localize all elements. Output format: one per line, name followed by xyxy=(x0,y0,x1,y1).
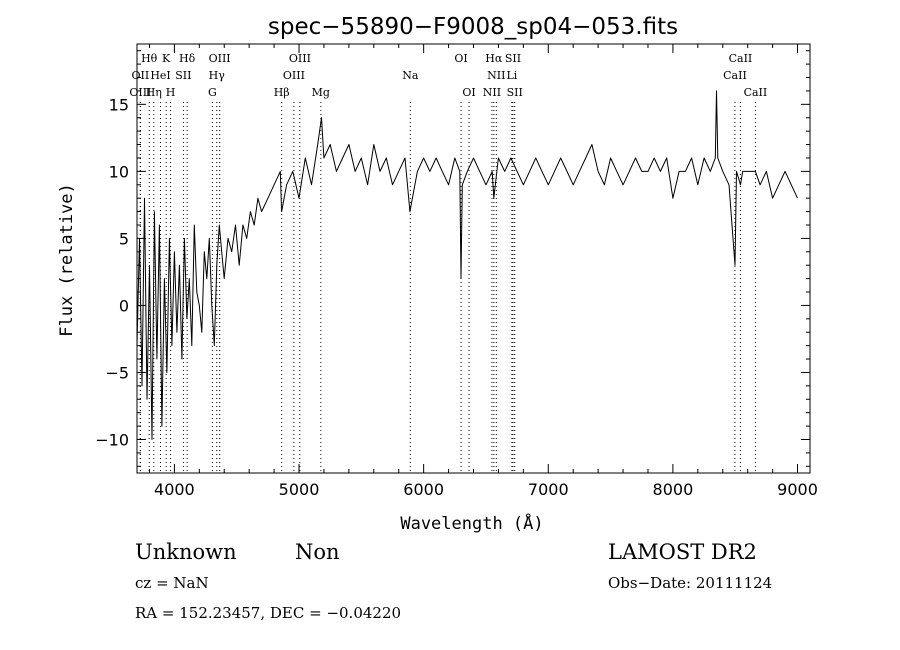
y-axis-ticks: −10 −5 0 5 10 15 xyxy=(95,50,810,467)
spectral-line-label: CaII xyxy=(744,86,768,99)
x-tick-label: 9000 xyxy=(777,480,818,499)
survey-label: LAMOST DR2 xyxy=(608,540,757,564)
x-axis-label: Wavelength (Å) xyxy=(400,512,543,534)
spectral-line-label: Hβ xyxy=(274,86,290,99)
y-tick-label: 10 xyxy=(109,162,129,181)
spectral-line-label: NII xyxy=(487,69,505,82)
spectral-line-label: K xyxy=(162,52,171,65)
spectral-line-label: Mg xyxy=(312,86,330,99)
plot-frame xyxy=(136,43,811,474)
spectral-line-markers xyxy=(139,102,756,473)
subclass-label: Non xyxy=(295,540,340,564)
spectrum-line xyxy=(136,90,798,440)
spectral-line-label: OI xyxy=(454,52,467,65)
y-tick-label: 0 xyxy=(119,296,129,315)
spectral-line-label: OI xyxy=(462,86,475,99)
spectral-line-label: Li xyxy=(506,69,517,82)
x-axis-ticks: 4000 5000 6000 7000 8000 9000 xyxy=(148,44,818,499)
x-tick-label: 8000 xyxy=(653,480,694,499)
y-tick-label: −5 xyxy=(105,363,129,382)
spectral-line-label: H xyxy=(166,86,176,99)
coordinates-label: RA = 152.23457, DEC = −0.04220 xyxy=(135,604,402,622)
spectral-line-label: OIII xyxy=(283,69,305,82)
spectral-line-label: G xyxy=(208,86,217,99)
x-tick-label: 4000 xyxy=(154,480,195,499)
x-tick-label: 7000 xyxy=(528,480,569,499)
redshift-label: cz = NaN xyxy=(135,574,209,592)
spectral-line-label: SII xyxy=(175,69,191,82)
spectral-line-label: CaII xyxy=(723,69,747,82)
spectrum-series xyxy=(136,90,798,440)
spectral-line-label: Hδ xyxy=(179,52,196,65)
chart-title: spec−55890−F9008_sp04−053.fits xyxy=(268,14,678,40)
y-tick-label: 15 xyxy=(109,95,129,114)
x-tick-label: 6000 xyxy=(403,480,444,499)
spectral-line-label: OIII xyxy=(209,52,231,65)
y-tick-label: −10 xyxy=(95,430,129,449)
spectral-line-label: Hθ xyxy=(141,52,158,65)
spectral-line-label: OII xyxy=(132,69,150,82)
spectral-line-label: Hα xyxy=(485,52,503,65)
spectral-line-label: Na xyxy=(402,69,419,82)
spectral-line-labels: Hθ OII OIII K HeI Hη Hδ SII H OIII Hγ G Hβ OIII OIII Mg… xyxy=(129,52,767,99)
x-tick-label: 5000 xyxy=(279,480,320,499)
classification-label: Unknown xyxy=(135,540,237,564)
spectral-line-label: SII xyxy=(507,86,523,99)
spectral-line-label: NII xyxy=(483,86,501,99)
spectral-line-label: HeI xyxy=(150,69,170,82)
y-tick-label: 5 xyxy=(119,229,129,248)
spectral-line-label: SII xyxy=(505,52,521,65)
y-axis-label: Flux (relative) xyxy=(57,183,77,337)
spectral-line-label: Hη xyxy=(146,86,162,99)
spectral-line-label: CaII xyxy=(729,52,753,65)
spectral-line-label: Hγ xyxy=(209,69,226,82)
obs-date-label: Obs−Date: 20111124 xyxy=(608,574,773,592)
spectral-line-label: OIII xyxy=(129,86,151,99)
spectral-line-label: OIII xyxy=(289,52,311,65)
